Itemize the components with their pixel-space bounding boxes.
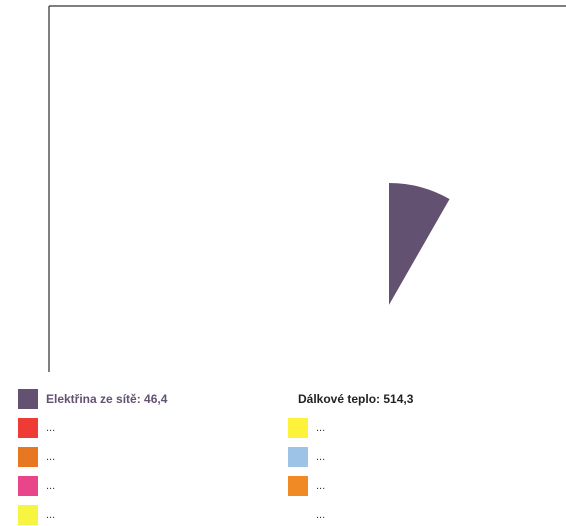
legend-swatch [18, 418, 38, 438]
legend-label: ... [316, 451, 326, 463]
legend-label: ... [46, 422, 56, 434]
legend-item-3: ... [18, 417, 55, 439]
legend-item-10: ... [288, 504, 325, 526]
legend-label: ... [316, 509, 326, 521]
legend-item-7: ... [18, 475, 55, 497]
legend-swatch [18, 505, 38, 525]
legend-swatch [18, 389, 38, 409]
legend-item-4: ... [288, 417, 325, 439]
legend-swatch [288, 476, 308, 496]
legend-label: Dálkové teplo: 514,3 [298, 392, 414, 406]
legend-label: Elektřina ze sítě: 46,4 [46, 392, 168, 406]
legend-swatch [288, 447, 308, 467]
legend-item-9: ... [18, 504, 55, 526]
pie-slice-1 [389, 183, 450, 305]
legend-item-8: ... [288, 475, 325, 497]
legend-label: ... [46, 480, 56, 492]
legend-item-5: ... [18, 446, 55, 468]
legend-swatch [18, 476, 38, 496]
pie-slice-2 [267, 183, 512, 427]
pie-chart [267, 183, 512, 427]
legend-label: ... [46, 509, 56, 521]
legend-item-2: Dálkové teplo: 514,3 [288, 388, 413, 410]
legend-swatch [18, 447, 38, 467]
legend-item-1: Elektřina ze sítě: 46,4 [18, 388, 167, 410]
legend-label: ... [46, 451, 56, 463]
legend-label: ... [316, 480, 326, 492]
legend-item-6: ... [288, 446, 325, 468]
legend-label: ... [316, 422, 326, 434]
legend-swatch [288, 418, 308, 438]
